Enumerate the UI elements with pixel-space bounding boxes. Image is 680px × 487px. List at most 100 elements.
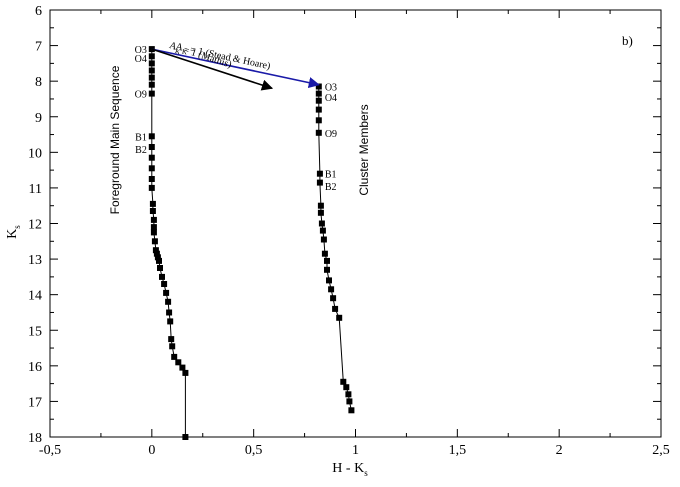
cluster-members-label: Cluster Members — [357, 104, 371, 195]
data-point — [315, 129, 322, 136]
panel-label: b) — [622, 33, 633, 48]
reddening-arrow — [151, 48, 320, 89]
data-point — [148, 46, 155, 53]
data-point — [332, 305, 339, 312]
foreground-sequence-label: Foreground Main Sequence — [108, 65, 122, 214]
spectral-label-cluster: B2 — [325, 182, 337, 193]
data-point — [148, 176, 155, 182]
y-tick-label: 17 — [28, 395, 42, 410]
data-point — [148, 165, 155, 172]
reddening-label-a: A — [168, 40, 179, 53]
reddening-label-sub: K — [181, 48, 188, 57]
data-point — [328, 286, 335, 293]
y-tick-label: 9 — [35, 111, 42, 126]
data-point — [149, 208, 156, 214]
data-point — [149, 200, 156, 207]
y-axis-label-main: K — [5, 229, 20, 239]
data-point — [321, 250, 328, 257]
axis-ticks — [49, 9, 662, 438]
data-point — [346, 398, 353, 405]
data-point — [316, 170, 323, 177]
x-axis-label: H - Ks — [332, 461, 368, 478]
x-tick-label: 0 — [148, 443, 155, 458]
x-tick-label: 1 — [352, 443, 359, 458]
data-point — [148, 133, 155, 140]
data-point — [168, 336, 175, 343]
spectral-label-foreground: B1 — [135, 132, 147, 143]
y-axis-label-sub: s — [12, 225, 22, 229]
data-point — [148, 154, 155, 161]
data-point — [167, 318, 174, 325]
x-tick-label: -0,5 — [39, 443, 61, 458]
data-point — [163, 289, 170, 296]
data-point — [148, 144, 155, 150]
data-point — [150, 216, 157, 223]
data-point — [326, 277, 332, 284]
data-point — [152, 247, 159, 254]
reddening-arrow — [151, 48, 274, 91]
data-point — [148, 90, 155, 97]
data-point — [148, 53, 155, 60]
reddening-label: AK = 1 (Mathis) — [167, 40, 233, 72]
data-point — [148, 60, 155, 67]
data-point — [150, 229, 157, 236]
data-point — [148, 81, 155, 88]
data-point — [161, 281, 168, 287]
data-point — [320, 236, 327, 243]
y-axis-label: Ks — [5, 225, 22, 239]
y-tick-label: 7 — [35, 40, 42, 55]
spectral-label-cluster: O9 — [325, 129, 337, 140]
spectral-label-foreground: O9 — [135, 90, 147, 101]
spectral-label-cluster: O3 — [325, 83, 337, 94]
data-point — [150, 224, 157, 231]
reddening-label-a: A — [175, 41, 185, 53]
data-point — [340, 378, 347, 385]
data-point — [165, 298, 172, 305]
data-point — [154, 254, 161, 261]
data-point — [179, 364, 186, 371]
y-tick-labels: 6 7 8 9 10 11 12 13 14 15 16 17 18 — [28, 4, 42, 446]
data-point — [151, 238, 158, 245]
data-point — [315, 90, 322, 97]
plot-area — [49, 9, 662, 438]
data-point — [345, 391, 352, 398]
data-point — [175, 359, 182, 366]
data-point — [159, 273, 165, 280]
x-tick-label: 2 — [556, 443, 563, 458]
spectral-label-cluster: O4 — [325, 93, 337, 104]
data-point — [316, 179, 323, 186]
data-point — [315, 97, 322, 104]
data-point — [317, 209, 324, 216]
x-tick-label: 2,5 — [652, 443, 670, 458]
y-tick-label: 13 — [28, 253, 42, 268]
spectral-label-foreground: O3 — [135, 45, 147, 56]
data-point — [157, 265, 163, 271]
x-tick-label: 1,5 — [449, 443, 467, 458]
data-point — [182, 434, 189, 440]
data-point — [171, 353, 178, 360]
y-tick-label: 16 — [28, 360, 42, 375]
y-tick-label: 18 — [28, 431, 42, 446]
series-points — [148, 46, 355, 440]
data-point — [319, 227, 326, 234]
data-point — [343, 384, 350, 391]
x-axis-label-sub: s — [364, 468, 368, 478]
data-point — [148, 67, 155, 74]
data-point — [156, 257, 162, 264]
y-tick-label: 10 — [28, 146, 42, 161]
data-point — [317, 202, 324, 209]
spectral-label-cluster: B1 — [325, 170, 337, 181]
x-axis-label-main: H - K — [332, 461, 364, 476]
data-point — [315, 117, 322, 124]
data-point — [348, 407, 355, 414]
y-tick-label: 8 — [35, 75, 42, 90]
data-point — [153, 250, 160, 257]
data-point — [315, 106, 322, 113]
spectral-label-foreground: O4 — [135, 54, 147, 65]
data-point — [330, 295, 337, 302]
data-point — [324, 257, 330, 264]
reddening-vectors: AK = 1 (Stead & Hoare)AK = 1 (Mathis) — [151, 40, 320, 91]
data-point — [148, 184, 155, 191]
